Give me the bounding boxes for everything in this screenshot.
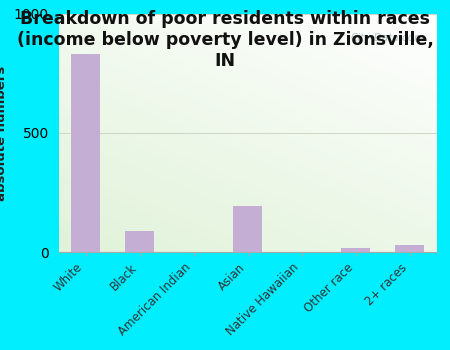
Bar (341, 248, 370, 252)
Bar (395, 245, 424, 252)
Text: City-Data.com: City-Data.com (351, 33, 425, 43)
Text: Breakdown of poor residents within races
(income below poverty level) in Zionsvi: Breakdown of poor residents within races… (17, 10, 433, 70)
Y-axis label: absolute numbers: absolute numbers (0, 65, 8, 201)
Bar (233, 205, 262, 252)
Bar (71, 55, 100, 252)
Bar (125, 231, 154, 252)
